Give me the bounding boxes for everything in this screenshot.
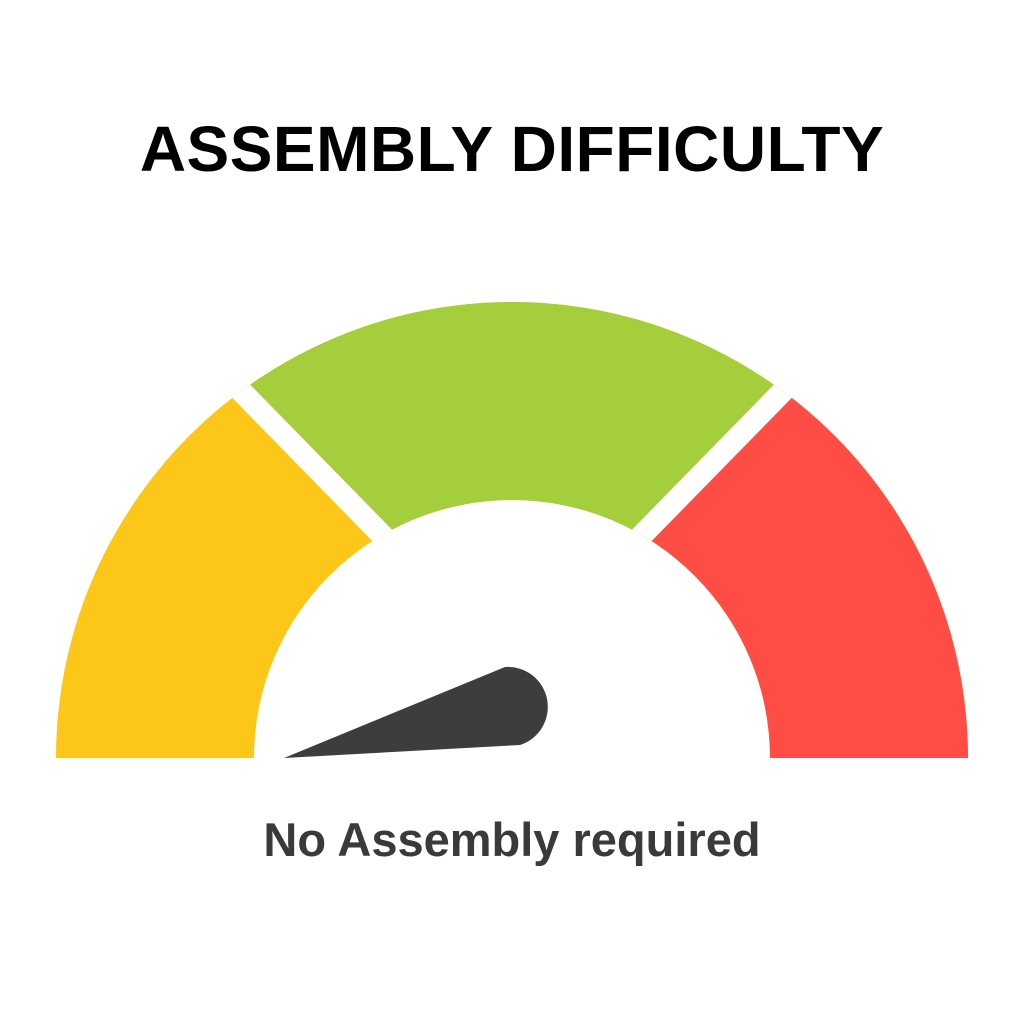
difficulty-label: No Assembly required [263, 813, 761, 866]
gauge-needle [284, 666, 548, 758]
page-title: ASSEMBLY DIFFICULTY [139, 113, 885, 185]
